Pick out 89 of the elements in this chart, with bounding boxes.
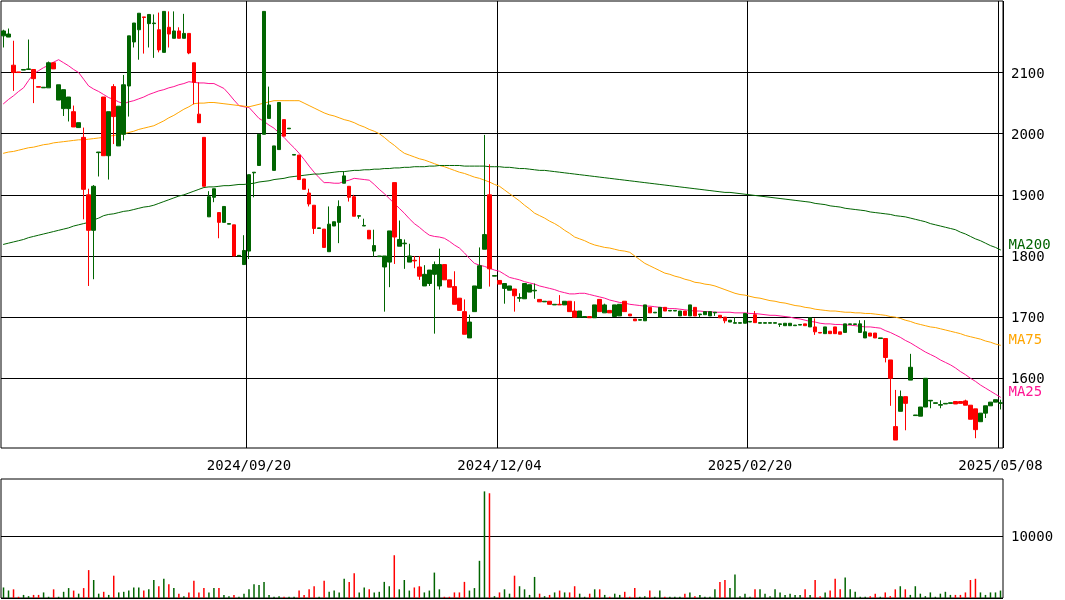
candlestick [557, 294, 562, 306]
candlestick [312, 204, 316, 235]
candlestick [192, 62, 196, 105]
candlestick [903, 396, 908, 431]
candlestick [342, 171, 346, 184]
candlestick [512, 288, 517, 313]
candlestick [111, 83, 116, 145]
candlestick [883, 338, 888, 363]
x-tick-label: 2024/12/04 [457, 457, 542, 473]
candlestick [51, 61, 56, 70]
candlestick [622, 300, 627, 313]
candlestick [893, 389, 898, 441]
candlestick [197, 81, 201, 124]
candlestick [76, 122, 81, 129]
candlestick [222, 205, 226, 223]
x-tick-label: 2025/02/20 [707, 457, 793, 473]
candlestick [592, 304, 597, 319]
candlestick [753, 310, 757, 324]
candlestick [467, 314, 472, 339]
candlestick [282, 119, 286, 137]
candlestick [462, 298, 467, 335]
candlestick [392, 182, 397, 265]
candlestick [648, 306, 652, 314]
candlestick [818, 331, 822, 334]
y-tick-label: 10000 [1011, 528, 1054, 545]
candlestick [71, 105, 76, 128]
candlestick [96, 151, 101, 177]
y-tick-label: 1900 [1011, 186, 1045, 203]
candlestick [663, 306, 667, 312]
candlestick [172, 10, 176, 39]
candlestick [633, 318, 637, 322]
candlestick [823, 326, 827, 335]
candlestick [562, 300, 567, 306]
candlestick [597, 298, 602, 313]
candlestick [322, 228, 326, 248]
candlestick [252, 171, 256, 198]
series-label: MA75 [1008, 331, 1043, 348]
candlestick [106, 111, 111, 181]
candlestick [367, 229, 371, 240]
candlestick [81, 127, 86, 220]
x-tick-label: 2024/09/20 [206, 457, 292, 473]
candlestick [372, 229, 376, 258]
candlestick [362, 218, 366, 227]
candlestick [101, 96, 106, 157]
candlestick [878, 337, 883, 340]
candlestick [417, 255, 422, 281]
candlestick [607, 309, 612, 314]
candlestick [813, 317, 817, 336]
candlestick [803, 323, 807, 327]
candlestick [693, 306, 697, 317]
candlestick [537, 298, 542, 303]
candlestick [177, 26, 181, 39]
candlestick [157, 12, 161, 53]
candlestick [497, 279, 502, 285]
candlestick [683, 310, 687, 316]
x-tick-label: 2025/05/08 [958, 457, 1043, 473]
candlestick [602, 303, 607, 314]
candlestick [688, 304, 692, 317]
candlestick [232, 224, 236, 257]
series-label: MA200 [1008, 235, 1051, 252]
candlestick [407, 243, 412, 263]
candlestick [552, 303, 557, 306]
candlestick [167, 10, 171, 48]
candlestick [412, 255, 417, 269]
candlestick [142, 16, 146, 55]
candlestick [898, 390, 903, 412]
candlestick [487, 163, 492, 288]
candlestick [808, 317, 812, 328]
candlestick [162, 10, 166, 53]
y-tick-label: 2100 [1011, 64, 1045, 81]
candlestick [86, 188, 91, 287]
candlestick [31, 68, 36, 104]
candlestick [202, 136, 206, 187]
candlestick [292, 153, 296, 156]
candlestick [187, 32, 191, 55]
candlestick [908, 353, 913, 381]
candlestick [182, 13, 186, 39]
line-series [3, 59, 1001, 398]
candlestick [628, 313, 632, 317]
line-series [3, 100, 1001, 346]
candlestick [357, 215, 361, 220]
candlestick [547, 300, 552, 305]
y-tick-label: 1700 [1011, 309, 1045, 326]
candlestick [888, 359, 893, 407]
candlestick [542, 300, 547, 303]
candlestick [587, 316, 592, 319]
candlestick [217, 212, 221, 239]
candlestick [307, 188, 311, 207]
y-tick-label: 2000 [1011, 125, 1045, 142]
